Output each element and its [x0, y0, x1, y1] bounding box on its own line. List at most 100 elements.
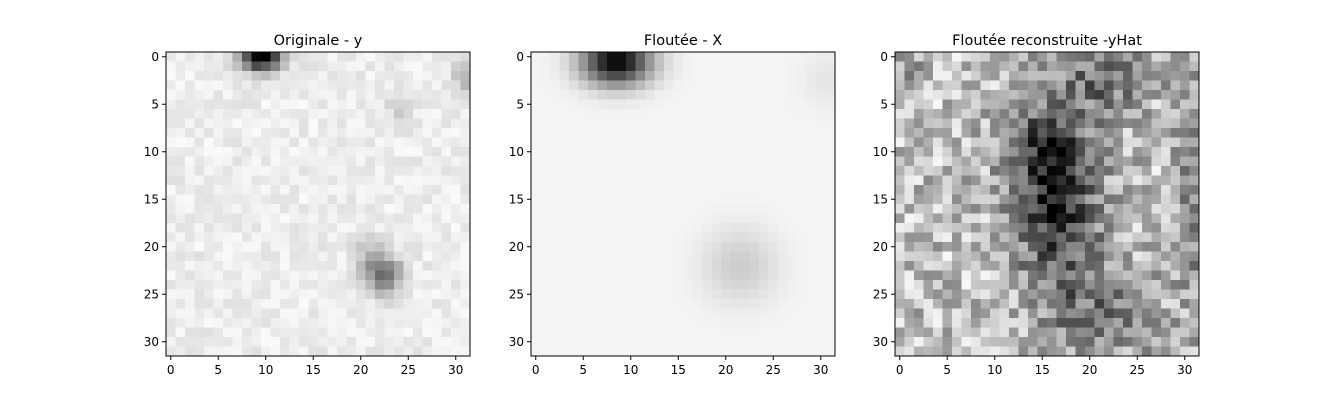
heatmap-cell — [933, 337, 943, 347]
heatmap-cell — [375, 327, 385, 338]
heatmap-cell — [904, 194, 915, 205]
heatmap-cell — [1113, 270, 1124, 281]
heatmap-cell — [232, 204, 243, 214]
heatmap-cell — [261, 166, 271, 176]
heatmap-cell — [749, 71, 760, 81]
heatmap-cell — [175, 327, 186, 338]
heatmap-cell — [778, 270, 788, 281]
heatmap-cell — [1180, 194, 1190, 205]
heatmap-cell — [942, 71, 953, 81]
heatmap-cell — [1170, 175, 1181, 186]
heatmap-cell — [175, 194, 186, 205]
heatmap-cell — [1037, 289, 1048, 300]
heatmap-cell — [194, 327, 205, 338]
heatmap-cell — [1037, 90, 1048, 100]
heatmap-cell — [1170, 90, 1181, 100]
heatmap-cell — [213, 147, 224, 157]
heatmap-cell — [1189, 337, 1200, 347]
heatmap-cell — [251, 261, 262, 271]
heatmap-cell — [961, 204, 972, 214]
heatmap-cell — [232, 71, 243, 81]
heatmap-cell — [578, 251, 589, 262]
heatmap-cell — [166, 175, 176, 186]
heatmap-cell — [1037, 175, 1048, 186]
heatmap-cell — [1104, 251, 1114, 262]
heatmap-cell — [261, 261, 271, 271]
heatmap-cell — [1123, 147, 1133, 157]
heatmap-cell — [337, 166, 347, 176]
heatmap-cell — [166, 109, 176, 119]
heatmap-cell — [683, 147, 693, 157]
heatmap-cell — [1151, 118, 1162, 129]
heatmap-cell — [664, 128, 674, 138]
heatmap-cell — [384, 118, 395, 129]
heatmap-cell — [1009, 80, 1019, 91]
heatmap-cell — [683, 90, 693, 100]
heatmap-cell — [825, 242, 836, 252]
heatmap-cell — [702, 156, 712, 167]
heatmap-cell — [550, 346, 560, 357]
heatmap-cell — [1132, 137, 1143, 148]
heatmap-cell — [223, 346, 233, 357]
heatmap-cell — [952, 90, 962, 100]
heatmap-cell — [1189, 175, 1200, 186]
heatmap-cell — [223, 223, 233, 233]
heatmap-cell — [730, 232, 741, 243]
heatmap-cell — [1066, 308, 1076, 319]
heatmap-cell — [578, 242, 589, 252]
heatmap-cell — [1018, 327, 1029, 338]
heatmap-cell — [175, 318, 186, 328]
heatmap-cell — [990, 327, 1000, 338]
heatmap-cell — [1018, 232, 1029, 243]
heatmap-cell — [749, 147, 760, 157]
heatmap-cell — [1142, 99, 1152, 110]
heatmap-cell — [588, 185, 598, 195]
heatmap-cell — [971, 147, 981, 157]
heatmap-cell — [204, 128, 214, 138]
y-tick-label: 30 — [509, 335, 524, 349]
heatmap-cell — [318, 61, 328, 72]
heatmap-cell — [569, 318, 579, 328]
heatmap-cell — [261, 80, 271, 91]
heatmap-cell — [223, 109, 233, 119]
heatmap-cell — [540, 147, 551, 157]
heatmap-cell — [327, 118, 338, 129]
heatmap-cell — [204, 232, 214, 243]
heatmap-cell — [1132, 156, 1143, 167]
heatmap-cell — [280, 346, 290, 357]
heatmap-cell — [1009, 337, 1019, 347]
heatmap-cell — [1047, 185, 1057, 195]
heatmap-cell — [759, 204, 769, 214]
heatmap-cell — [635, 223, 646, 233]
heatmap-cell — [1104, 194, 1114, 205]
heatmap-cell — [616, 90, 627, 100]
heatmap-cell — [654, 223, 665, 233]
y-tick-label: 10 — [873, 145, 888, 159]
heatmap-cell — [721, 128, 731, 138]
heatmap-cell — [166, 156, 176, 167]
heatmap-cell — [550, 156, 560, 167]
heatmap-cell — [721, 156, 731, 167]
heatmap-cell — [749, 270, 760, 281]
heatmap-cell — [1018, 80, 1029, 91]
heatmap-cell — [578, 261, 589, 271]
heatmap-cell — [1009, 270, 1019, 281]
heatmap-cell — [654, 109, 665, 119]
heatmap-cell — [933, 52, 943, 62]
heatmap-cell — [223, 61, 233, 72]
heatmap-cell — [204, 185, 214, 195]
heatmap-cell — [597, 318, 608, 328]
heatmap-cell — [1075, 109, 1086, 119]
heatmap-cell — [251, 213, 262, 224]
heatmap-cell — [413, 299, 423, 309]
heatmap-cell — [318, 118, 328, 129]
heatmap-cell — [280, 337, 290, 347]
heatmap-cell — [635, 118, 646, 129]
heatmap-cell — [961, 99, 972, 110]
heatmap-cell — [1075, 337, 1086, 347]
heatmap-cell — [559, 52, 570, 62]
heatmap-cell — [759, 166, 769, 176]
heatmap-cell — [232, 90, 243, 100]
heatmap-cell — [308, 90, 319, 100]
